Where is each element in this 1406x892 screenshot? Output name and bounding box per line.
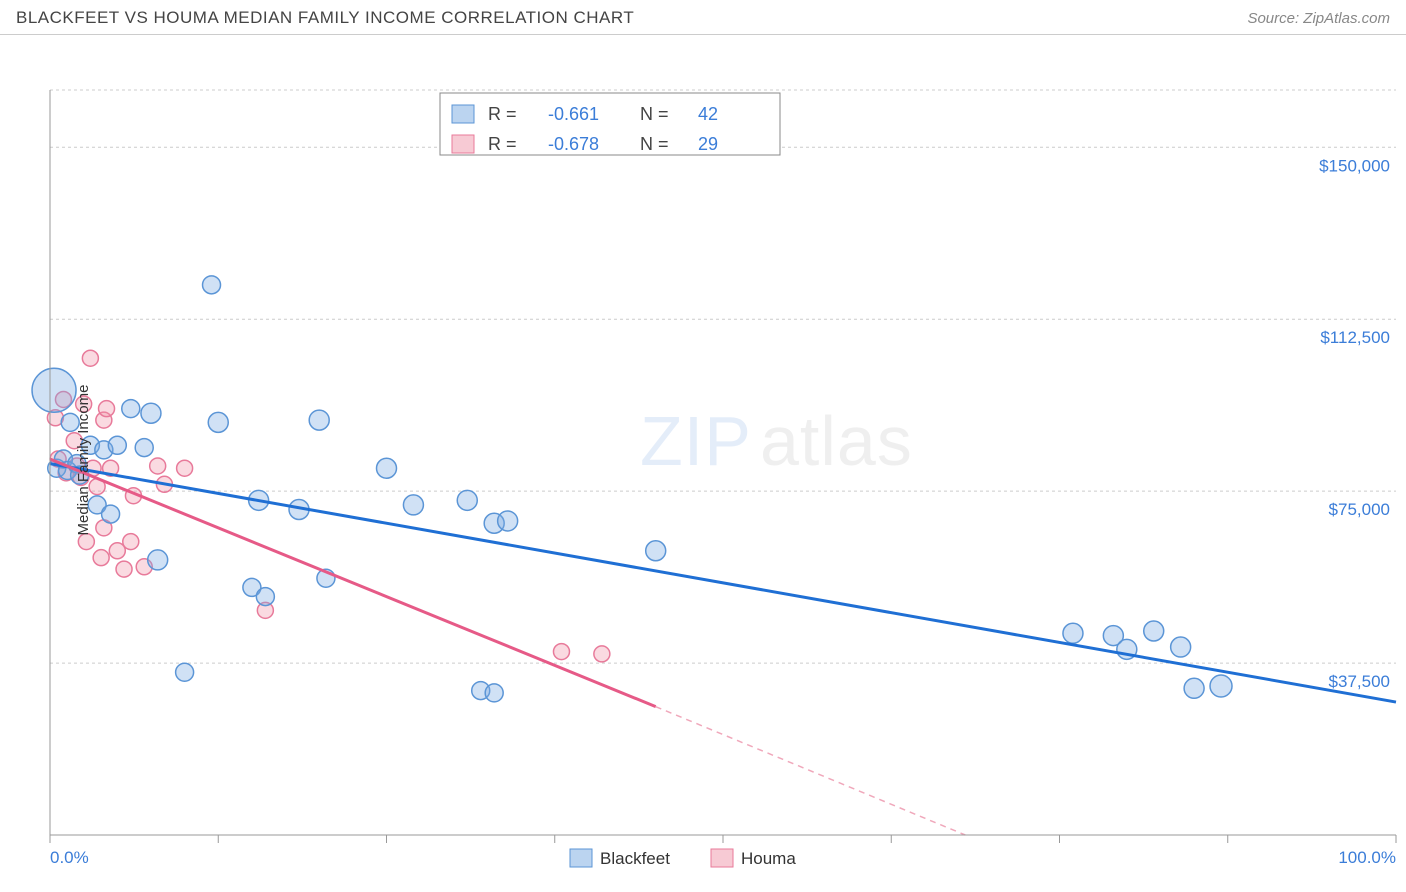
data-point	[148, 550, 168, 570]
legend-r-value: -0.678	[548, 134, 599, 154]
data-point	[1171, 637, 1191, 657]
data-point	[553, 644, 569, 660]
legend-series-label: Houma	[741, 849, 796, 868]
legend-r-label: R =	[488, 104, 517, 124]
data-point	[1184, 678, 1204, 698]
legend-swatch	[711, 849, 733, 867]
legend-n-value: 29	[698, 134, 718, 154]
trend-line-extrapolated	[656, 707, 966, 835]
data-point	[102, 505, 120, 523]
data-point	[1210, 675, 1232, 697]
chart-title: BLACKFEET VS HOUMA MEDIAN FAMILY INCOME …	[16, 8, 634, 28]
data-point	[135, 439, 153, 457]
data-point	[403, 495, 423, 515]
data-point	[309, 410, 329, 430]
data-point	[108, 436, 126, 454]
data-point	[646, 541, 666, 561]
legend-r-label: R =	[488, 134, 517, 154]
chart-header: BLACKFEET VS HOUMA MEDIAN FAMILY INCOME …	[0, 0, 1406, 35]
chart-source: Source: ZipAtlas.com	[1247, 10, 1390, 27]
y-tick-label: $75,000	[1329, 500, 1390, 519]
data-point	[203, 276, 221, 294]
y-tick-label: $37,500	[1329, 672, 1390, 691]
data-point	[82, 350, 98, 366]
data-point	[116, 561, 132, 577]
y-axis-label: Median Family Income	[75, 385, 92, 536]
data-point	[1063, 623, 1083, 643]
data-point	[177, 460, 193, 476]
data-point	[594, 646, 610, 662]
data-point	[78, 534, 94, 550]
legend-n-value: 42	[698, 104, 718, 124]
scatter-chart: $37,500 $75,000 $112,500 $150,000 ZIPatlas 0.…	[0, 35, 1406, 885]
data-point	[256, 588, 274, 606]
x-tick-label: 0.0%	[50, 848, 89, 867]
legend-n-label: N =	[640, 134, 669, 154]
data-point	[377, 458, 397, 478]
data-point	[1144, 621, 1164, 641]
data-point	[498, 511, 518, 531]
data-point	[99, 401, 115, 417]
y-tick-label: $150,000	[1319, 156, 1390, 175]
legend-series-label: Blackfeet	[600, 849, 670, 868]
trend-line	[50, 459, 656, 707]
watermark: ZIP	[640, 402, 752, 480]
data-point	[122, 400, 140, 418]
data-point	[123, 534, 139, 550]
data-point	[208, 412, 228, 432]
data-point	[93, 550, 109, 566]
data-point	[457, 490, 477, 510]
legend-swatch	[570, 849, 592, 867]
watermark: atlas	[760, 402, 913, 480]
data-point	[176, 663, 194, 681]
y-tick-label: $112,500	[1320, 328, 1390, 347]
data-point	[150, 458, 166, 474]
legend-swatch	[452, 105, 474, 123]
legend-r-value: -0.661	[548, 104, 599, 124]
chart-area: Median Family Income $37,500 $75,000 $112,…	[0, 35, 1406, 885]
legend-n-label: N =	[640, 104, 669, 124]
legend-swatch	[452, 135, 474, 153]
data-point	[141, 403, 161, 423]
x-tick-label: 100.0%	[1338, 848, 1396, 867]
data-point	[32, 368, 76, 412]
data-point	[485, 684, 503, 702]
